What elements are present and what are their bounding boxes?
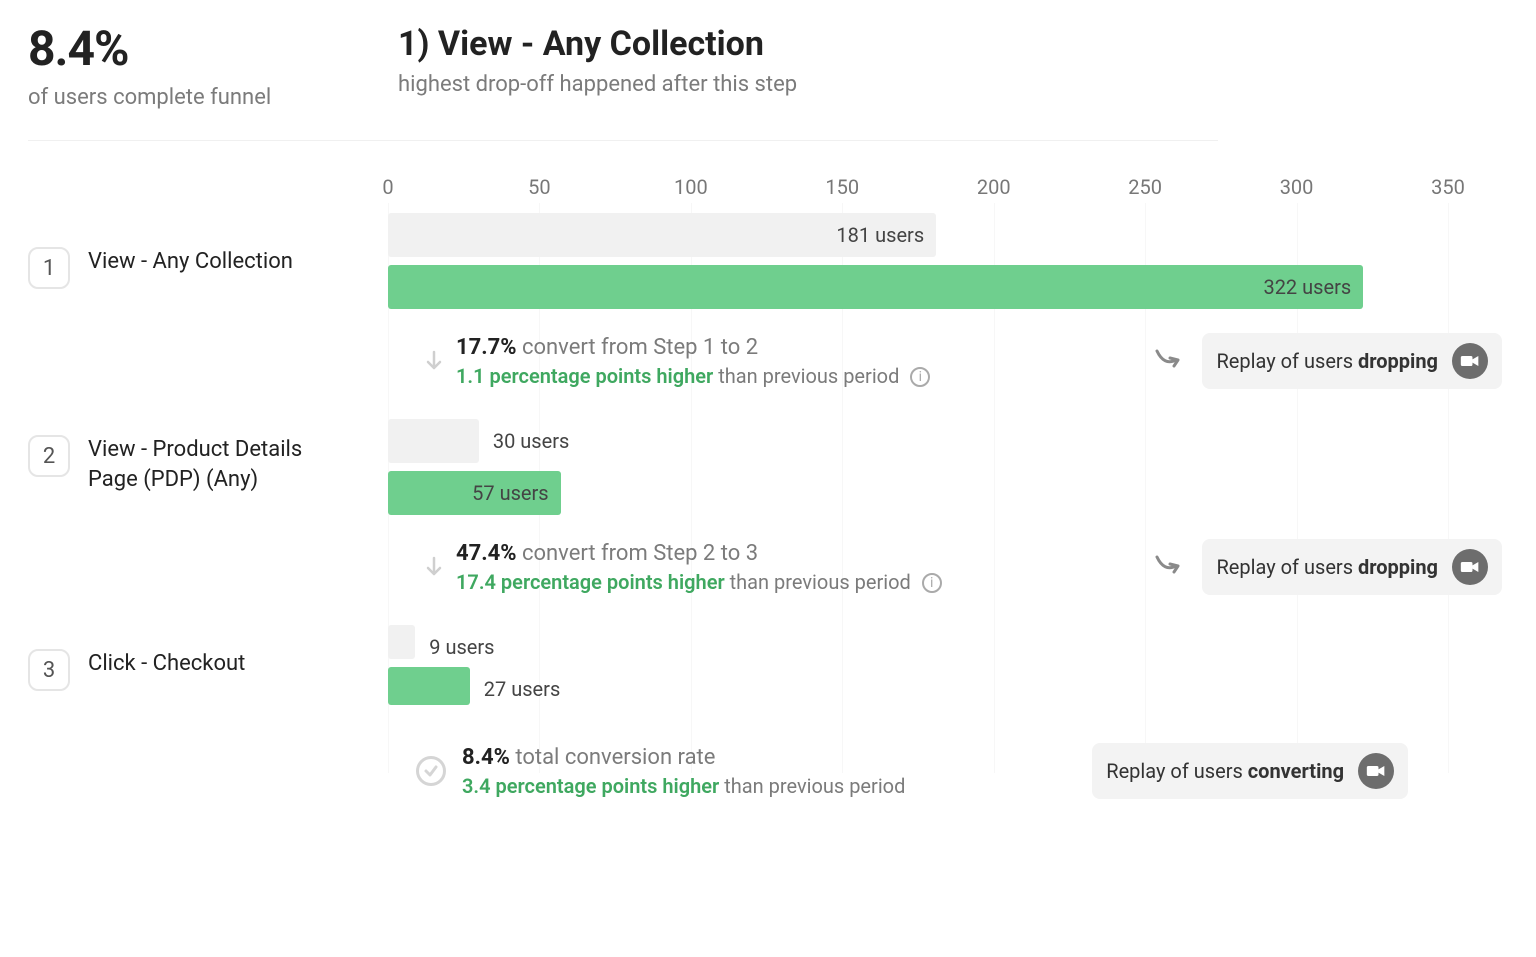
axis-tick: 200 — [977, 175, 1011, 199]
arrow-down-icon — [420, 553, 448, 581]
bar-label: 30 users — [493, 429, 570, 453]
axis-tick: 100 — [674, 175, 708, 199]
info-icon[interactable]: i — [922, 573, 942, 593]
bar-previous[interactable] — [388, 419, 479, 463]
step-number-badge: 2 — [28, 435, 70, 477]
replay-button[interactable]: Replay of users converting — [1092, 743, 1408, 799]
step-bars: 181 users 322 users — [388, 213, 1508, 317]
bar-label: 322 users — [1263, 275, 1351, 299]
step-label-row: 2 View - Product Details Page (PDP) (Any) — [28, 435, 348, 494]
completion-subtext: of users complete funnel — [28, 85, 398, 110]
camera-icon — [1452, 549, 1488, 585]
conversion-row: 47.4% convert from Step 2 to 3 17.4 perce… — [388, 521, 1508, 613]
conversion-pct-line: 8.4% total conversion rate — [462, 745, 1092, 770]
x-axis: 050100150200250300350 — [388, 175, 1508, 203]
axis-tick: 50 — [528, 175, 550, 199]
step-name: View - Product Details Page (PDP) (Any) — [88, 435, 348, 494]
bar-label: 27 users — [484, 677, 561, 701]
check-circle-icon — [416, 756, 446, 786]
conversion-delta-line: 3.4 percentage points higher than previo… — [462, 774, 1092, 798]
axis-tick: 150 — [825, 175, 859, 199]
step-number-badge: 1 — [28, 247, 70, 289]
step-label-row: 3 Click - Checkout — [28, 649, 245, 691]
bar-label: 9 users — [429, 635, 494, 659]
axis-tick: 350 — [1431, 175, 1465, 199]
bar-current[interactable]: 322 users — [388, 265, 1363, 309]
replay-label: Replay of users dropping — [1216, 555, 1438, 579]
bar-previous[interactable] — [388, 625, 415, 659]
bar-current[interactable] — [388, 667, 470, 705]
axis-tick: 0 — [382, 175, 393, 199]
step-name: Click - Checkout — [88, 649, 245, 679]
step-label-row: 1 View - Any Collection — [28, 247, 293, 289]
dropoff-subtext: highest drop-off happened after this ste… — [398, 72, 1508, 97]
conversion-pct-line: 17.7% convert from Step 1 to 2 — [456, 335, 1154, 360]
dropoff-arrow-icon — [1154, 346, 1184, 377]
camera-icon — [1358, 753, 1394, 789]
step-name: View - Any Collection — [88, 247, 293, 277]
bar-current[interactable]: 57 users — [388, 471, 561, 515]
camera-icon — [1452, 343, 1488, 379]
conversion-row: 8.4% total conversion rate 3.4 percentage… — [388, 725, 1508, 817]
replay-button[interactable]: Replay of users dropping — [1202, 333, 1502, 389]
bar-label: 181 users — [836, 223, 924, 247]
step-bars: 30 users 57 users — [388, 419, 1508, 523]
conversion-delta-line: 17.4 percentage points higher than previ… — [456, 570, 1154, 594]
conversion-pct-line: 47.4% convert from Step 2 to 3 — [456, 541, 1154, 566]
replay-button[interactable]: Replay of users dropping — [1202, 539, 1502, 595]
dropoff-step-title: 1) View - Any Collection — [398, 24, 1508, 64]
axis-tick: 300 — [1280, 175, 1314, 199]
bar-label: 57 users — [472, 481, 549, 505]
replay-label: Replay of users dropping — [1216, 349, 1438, 373]
dropoff-arrow-icon — [1154, 552, 1184, 583]
axis-tick: 250 — [1128, 175, 1162, 199]
replay-label: Replay of users converting — [1106, 759, 1344, 783]
header-divider — [28, 140, 1218, 141]
completion-percentage: 8.4% — [28, 20, 398, 77]
step-number-badge: 3 — [28, 649, 70, 691]
step-bars: 9 users 27 users — [388, 625, 1508, 713]
info-icon[interactable]: i — [910, 367, 930, 387]
bar-previous[interactable]: 181 users — [388, 213, 936, 257]
arrow-down-icon — [420, 347, 448, 375]
conversion-row: 17.7% convert from Step 1 to 2 1.1 percen… — [388, 315, 1508, 407]
conversion-delta-line: 1.1 percentage points higher than previo… — [456, 364, 1154, 388]
